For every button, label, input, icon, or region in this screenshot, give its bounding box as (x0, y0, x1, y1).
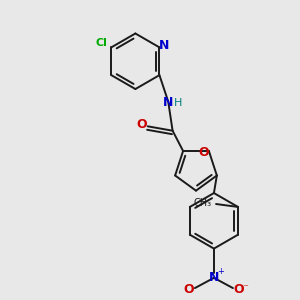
Text: CH₃: CH₃ (194, 197, 212, 208)
Text: N: N (209, 271, 219, 284)
Text: H: H (174, 98, 183, 108)
Text: N: N (159, 39, 169, 52)
Text: +: + (217, 267, 224, 276)
Text: N: N (163, 96, 173, 110)
Text: O: O (198, 146, 209, 159)
Text: O: O (184, 283, 194, 296)
Text: O: O (233, 283, 244, 296)
Text: Cl: Cl (95, 38, 107, 48)
Text: O: O (136, 118, 147, 131)
Text: ⁻: ⁻ (242, 283, 248, 293)
